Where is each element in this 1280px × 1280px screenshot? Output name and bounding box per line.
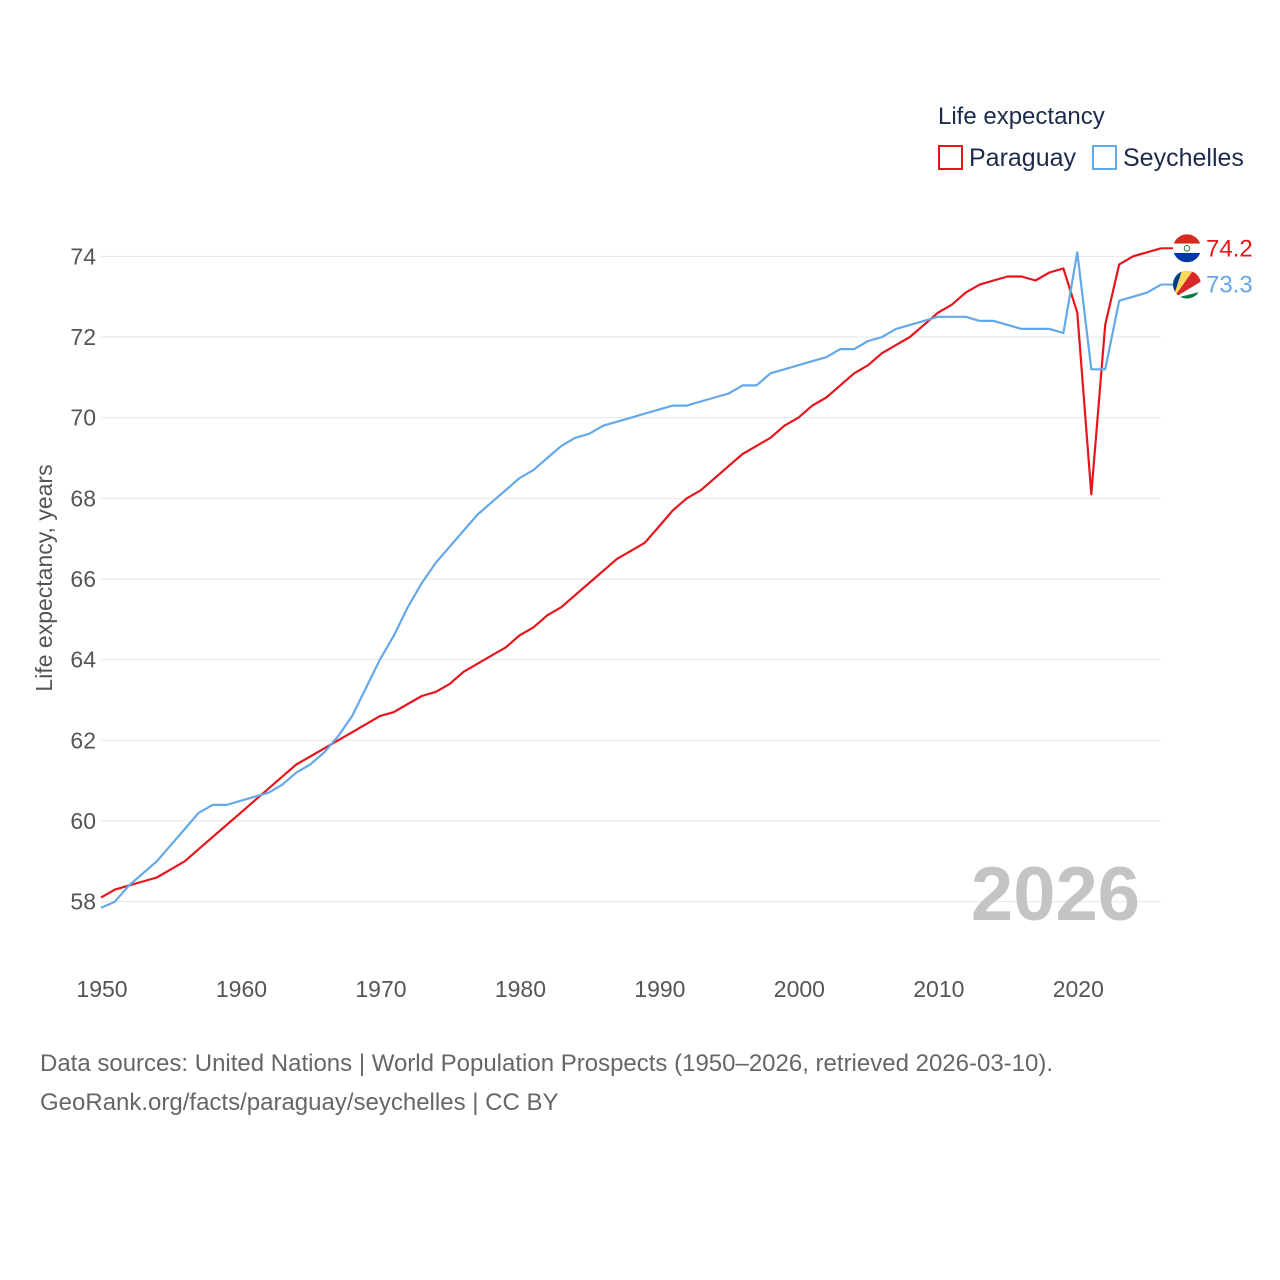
end-value-label-seychelles: 73.3 bbox=[1206, 272, 1253, 299]
y-tick-label-60: 60 bbox=[70, 808, 96, 834]
x-tick-label-2010: 2010 bbox=[913, 976, 964, 1002]
y-tick-label-66: 66 bbox=[70, 566, 96, 592]
series-end-labels: 74.2 73.3 bbox=[1161, 234, 1253, 299]
end-value-label-paraguay: 74.2 bbox=[1206, 235, 1253, 262]
y-tick-label-72: 72 bbox=[70, 324, 96, 350]
footer: Data sources: United Nations | World Pop… bbox=[40, 1044, 1053, 1122]
y-tick-label-62: 62 bbox=[70, 727, 96, 753]
y-tick-label-64: 64 bbox=[70, 647, 96, 673]
legend: Life expectancy Paraguay Seychelles bbox=[938, 103, 1244, 172]
x-tick-label-1980: 1980 bbox=[495, 976, 546, 1002]
attribution-link[interactable]: GeoRank.org/facts/paraguay/seychelles | … bbox=[40, 1089, 559, 1116]
series-line-seychelles[interactable] bbox=[100, 251, 1162, 909]
legend-label-paraguay[interactable]: Paraguay bbox=[969, 144, 1077, 172]
series-lines bbox=[100, 247, 1162, 909]
y-axis-ticks: 58 60 62 64 66 68 70 72 74 bbox=[70, 243, 96, 914]
y-axis-title: Life expectancy, years bbox=[31, 464, 57, 691]
x-tick-label-1990: 1990 bbox=[634, 976, 685, 1002]
x-tick-label-1950: 1950 bbox=[76, 976, 127, 1002]
data-source-text: Data sources: United Nations | World Pop… bbox=[40, 1050, 1054, 1077]
legend-title: Life expectancy bbox=[938, 103, 1105, 130]
x-tick-label-1970: 1970 bbox=[355, 976, 406, 1002]
legend-swatch-seychelles[interactable] bbox=[1092, 145, 1117, 170]
line-chart: 58 60 62 64 66 68 70 72 74 1950 1960 1970 1980 1990 2… bbox=[31, 103, 1253, 1002]
x-tick-label-2000: 2000 bbox=[774, 976, 825, 1002]
legend-swatch-paraguay[interactable] bbox=[938, 145, 963, 170]
gridlines bbox=[101, 255, 1161, 903]
year-watermark: 2026 bbox=[971, 852, 1140, 937]
y-tick-label-68: 68 bbox=[70, 485, 96, 511]
series-line-paraguay[interactable] bbox=[100, 247, 1162, 899]
seychelles-flag-icon bbox=[1173, 270, 1201, 299]
y-tick-label-74: 74 bbox=[70, 243, 96, 269]
y-tick-label-70: 70 bbox=[70, 405, 96, 431]
y-tick-label-58: 58 bbox=[70, 889, 96, 915]
x-tick-label-2020: 2020 bbox=[1053, 976, 1104, 1002]
x-tick-label-1960: 1960 bbox=[216, 976, 267, 1002]
paraguay-flag-icon bbox=[1173, 234, 1201, 263]
x-axis-ticks: 1950 1960 1970 1980 1990 2000 2010 2020 bbox=[76, 976, 1103, 1002]
legend-label-seychelles[interactable]: Seychelles bbox=[1123, 144, 1244, 172]
